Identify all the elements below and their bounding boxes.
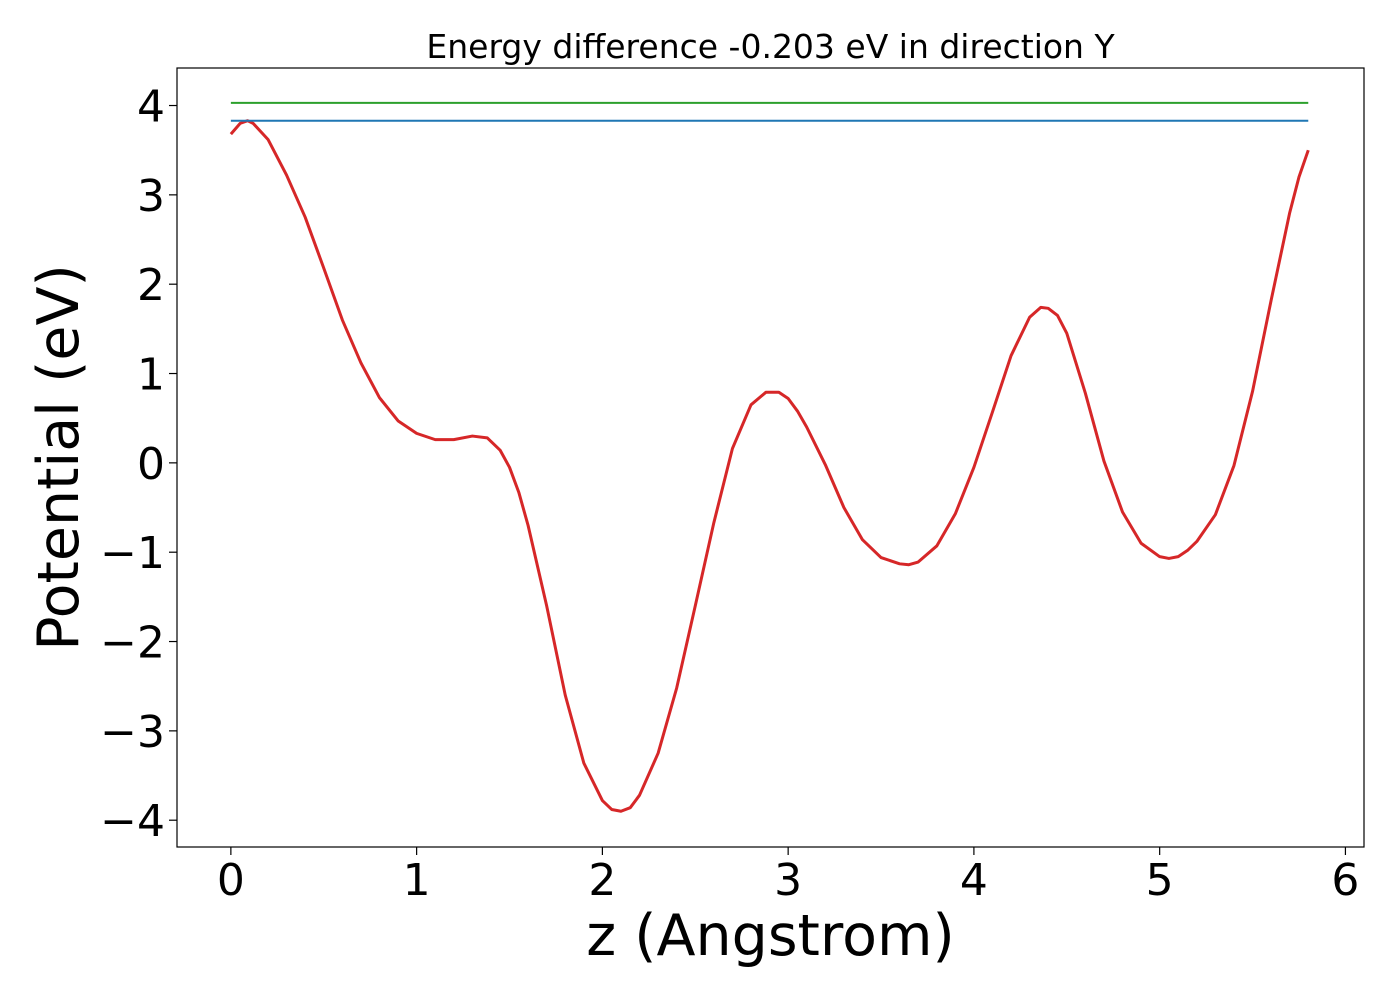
x-tick-label: 4 (960, 855, 988, 906)
y-tick-label: 3 (137, 171, 165, 222)
y-tick-label: −3 (100, 707, 165, 758)
y-tick-label: 0 (137, 439, 165, 490)
y-tick-label: −2 (100, 618, 165, 669)
y-tick-label: −4 (100, 796, 165, 847)
y-axis: −4 −3 −2 −1 0 1 2 3 4 (100, 82, 177, 847)
y-axis-label: Potential (eV) (26, 264, 92, 650)
y-tick-label: 1 (137, 350, 165, 401)
x-tick-label: 2 (588, 855, 616, 906)
series-line-1 (229, 119, 1310, 813)
x-tick-label: 1 (403, 855, 431, 906)
y-tick-label: −1 (100, 528, 165, 579)
plot-frame (176, 67, 1365, 848)
series-layer (229, 101, 1310, 813)
x-axis-label: z (Angstrom) (586, 903, 954, 969)
x-tick-label: 5 (1146, 855, 1174, 906)
x-tick-label: 0 (217, 855, 245, 906)
y-tick-label: 4 (137, 82, 165, 133)
y-tick-label: 2 (137, 260, 165, 311)
chart-title: Energy difference -0.203 eV in direction… (426, 27, 1115, 66)
x-axis: 0 1 2 3 4 5 6 (217, 847, 1359, 906)
x-tick-label: 3 (774, 855, 802, 906)
x-tick-label: 6 (1331, 855, 1359, 906)
